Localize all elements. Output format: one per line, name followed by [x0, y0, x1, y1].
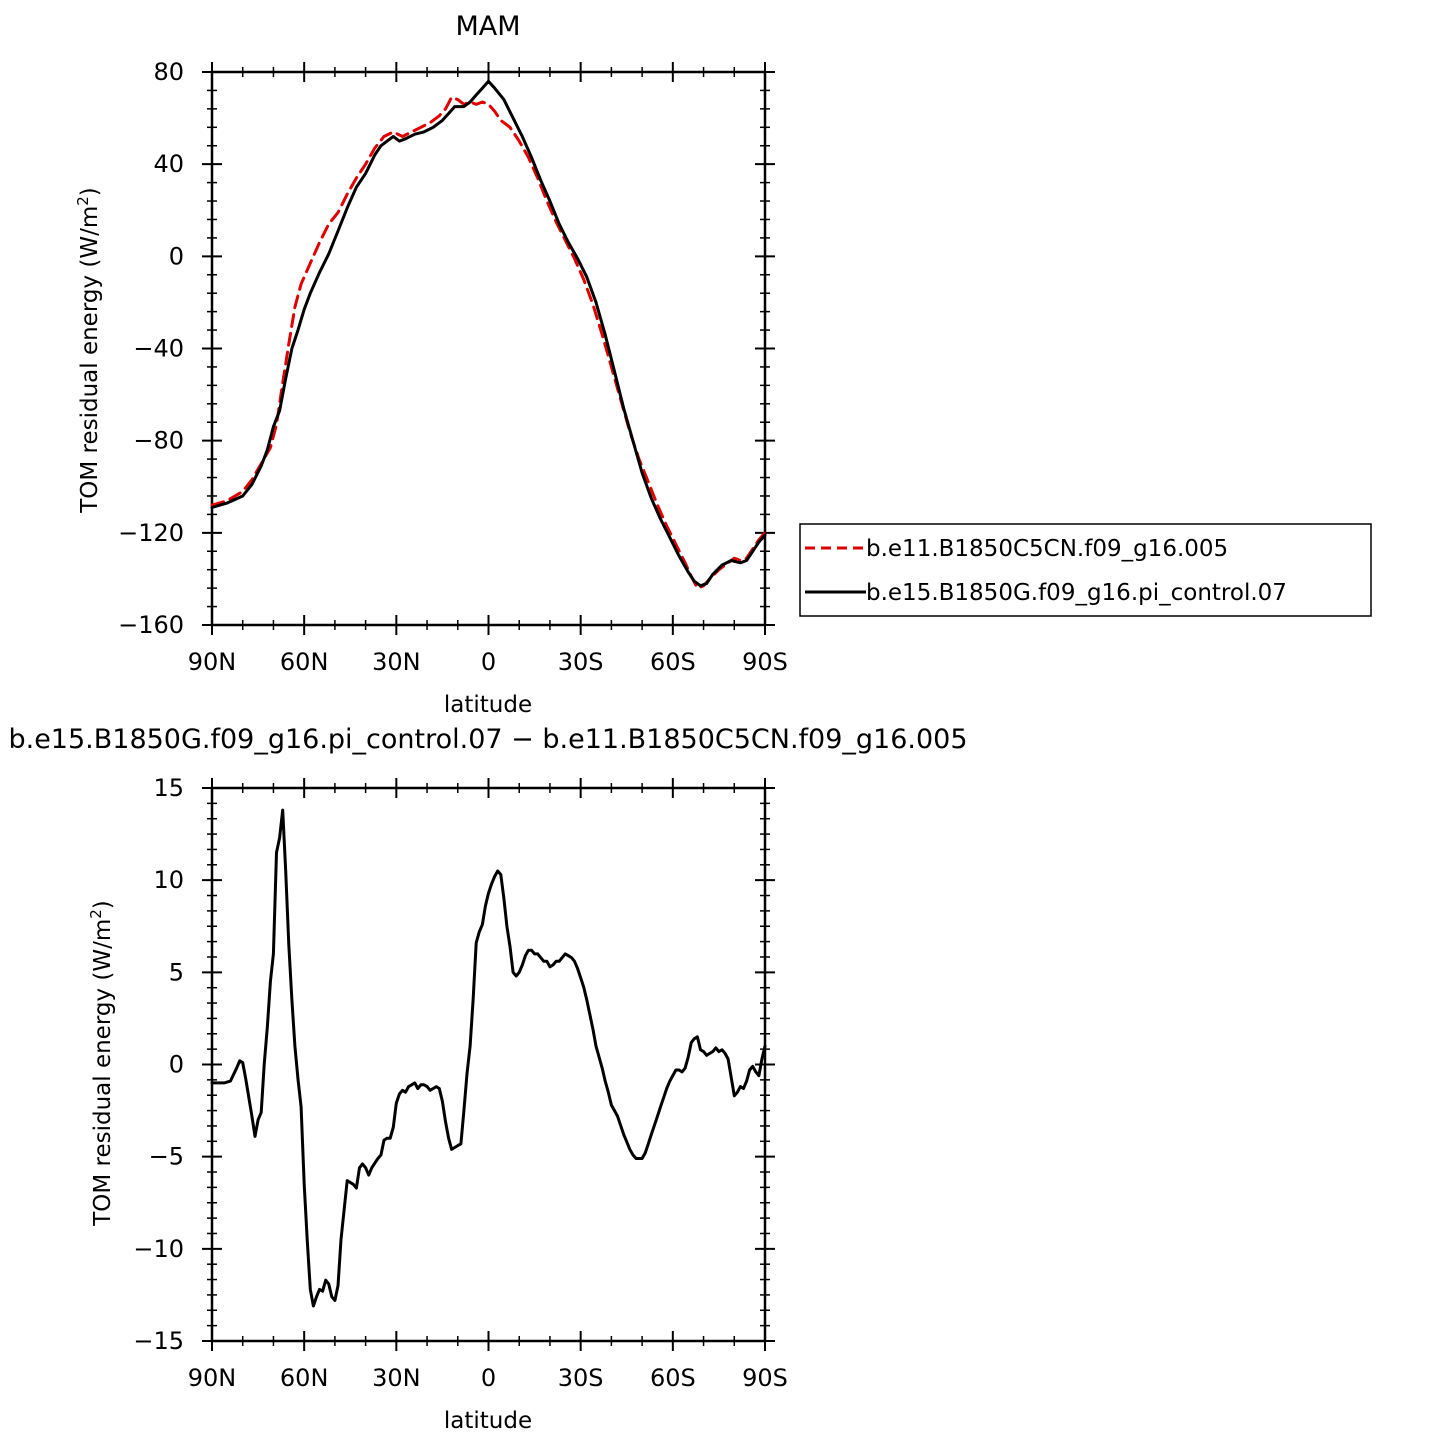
legend-frame [799, 523, 1372, 617]
x-tick-label: 90S [742, 648, 788, 676]
bottom-panel-title: b.e15.B1850G.f09_g16.pi_control.07 − b.e… [8, 724, 967, 755]
x-tick-label: 90N [188, 1364, 237, 1392]
x-tick-label: 30S [558, 648, 604, 676]
y-tick-label: −120 [118, 519, 184, 547]
x-tick-label: 30N [372, 648, 421, 676]
legend-entry-0: b.e11.B1850C5CN.f09_g16.005 [866, 536, 1228, 562]
y-tick-label: −5 [149, 1143, 184, 1171]
x-tick-label: 60S [650, 1364, 696, 1392]
top-y-axis-label-sup: 2 [74, 196, 92, 206]
series-line-1 [210, 79, 767, 588]
y-tick-label: 15 [153, 774, 184, 802]
bottom-y-axis-label-sup: 2 [87, 909, 105, 919]
top-x-axis-label: latitude [444, 692, 532, 718]
series-line-0 [210, 808, 767, 1308]
bottom-y-axis-label-main: TOM residual energy (W/m [90, 919, 116, 1227]
y-tick-label: −40 [133, 335, 184, 363]
top-series-lines [210, 79, 767, 590]
bottom-x-axis: 90N 60N 30N 0 30S 60S 90S [188, 778, 788, 1392]
bottom-series-lines [210, 808, 767, 1308]
top-x-axis: 90N 60N 30N 0 30S 60S 90S [188, 62, 788, 676]
top-y-axis-label-close: ) [77, 187, 103, 196]
y-tick-label: −160 [118, 611, 184, 639]
x-tick-label: 30N [372, 1364, 421, 1392]
bottom-panel: b.e15.B1850G.f09_g16.pi_control.07 − b.e… [8, 724, 967, 1434]
top-panel: MAM 80 40 0 −40 −80 −120 −160 90N 60N 30N 0 30S 60S… [74, 11, 1372, 718]
y-tick-label: 0 [169, 242, 184, 270]
bottom-y-axis-label: TOM residual energy (W/m2) [87, 900, 116, 1227]
top-y-axis-label: TOM residual energy (W/m2) [74, 187, 103, 514]
legend: b.e11.B1850C5CN.f09_g16.005 b.e15.B1850G… [799, 523, 1372, 617]
x-tick-label: 30S [558, 1364, 604, 1392]
legend-entry-1: b.e15.B1850G.f09_g16.pi_control.07 [866, 580, 1287, 606]
y-tick-label: 80 [153, 58, 184, 86]
x-tick-label: 60S [650, 648, 696, 676]
top-y-axis-label-main: TOM residual energy (W/m [77, 206, 103, 514]
bottom-y-axis: 15 10 5 0 −5 −10 −15 [133, 774, 775, 1355]
bottom-plot-frame [210, 786, 767, 1343]
y-tick-label: −80 [133, 427, 184, 455]
y-tick-label: −15 [133, 1327, 184, 1355]
y-tick-label: −10 [133, 1235, 184, 1263]
x-tick-label: 60N [280, 648, 329, 676]
y-tick-label: 10 [153, 866, 184, 894]
x-tick-label: 0 [481, 648, 496, 676]
x-tick-label: 60N [280, 1364, 329, 1392]
y-tick-label: 0 [169, 1051, 184, 1079]
top-plot-frame [210, 70, 767, 627]
y-tick-label: 5 [169, 958, 184, 986]
y-tick-label: 40 [153, 150, 184, 178]
top-panel-title: MAM [455, 11, 520, 42]
x-tick-label: 90N [188, 648, 237, 676]
bottom-y-axis-label-close: ) [90, 900, 116, 909]
bottom-x-axis-label: latitude [444, 1408, 532, 1434]
x-tick-label: 0 [481, 1364, 496, 1392]
x-tick-label: 90S [742, 1364, 788, 1392]
top-y-axis: 80 40 0 −40 −80 −120 −160 [118, 58, 775, 639]
